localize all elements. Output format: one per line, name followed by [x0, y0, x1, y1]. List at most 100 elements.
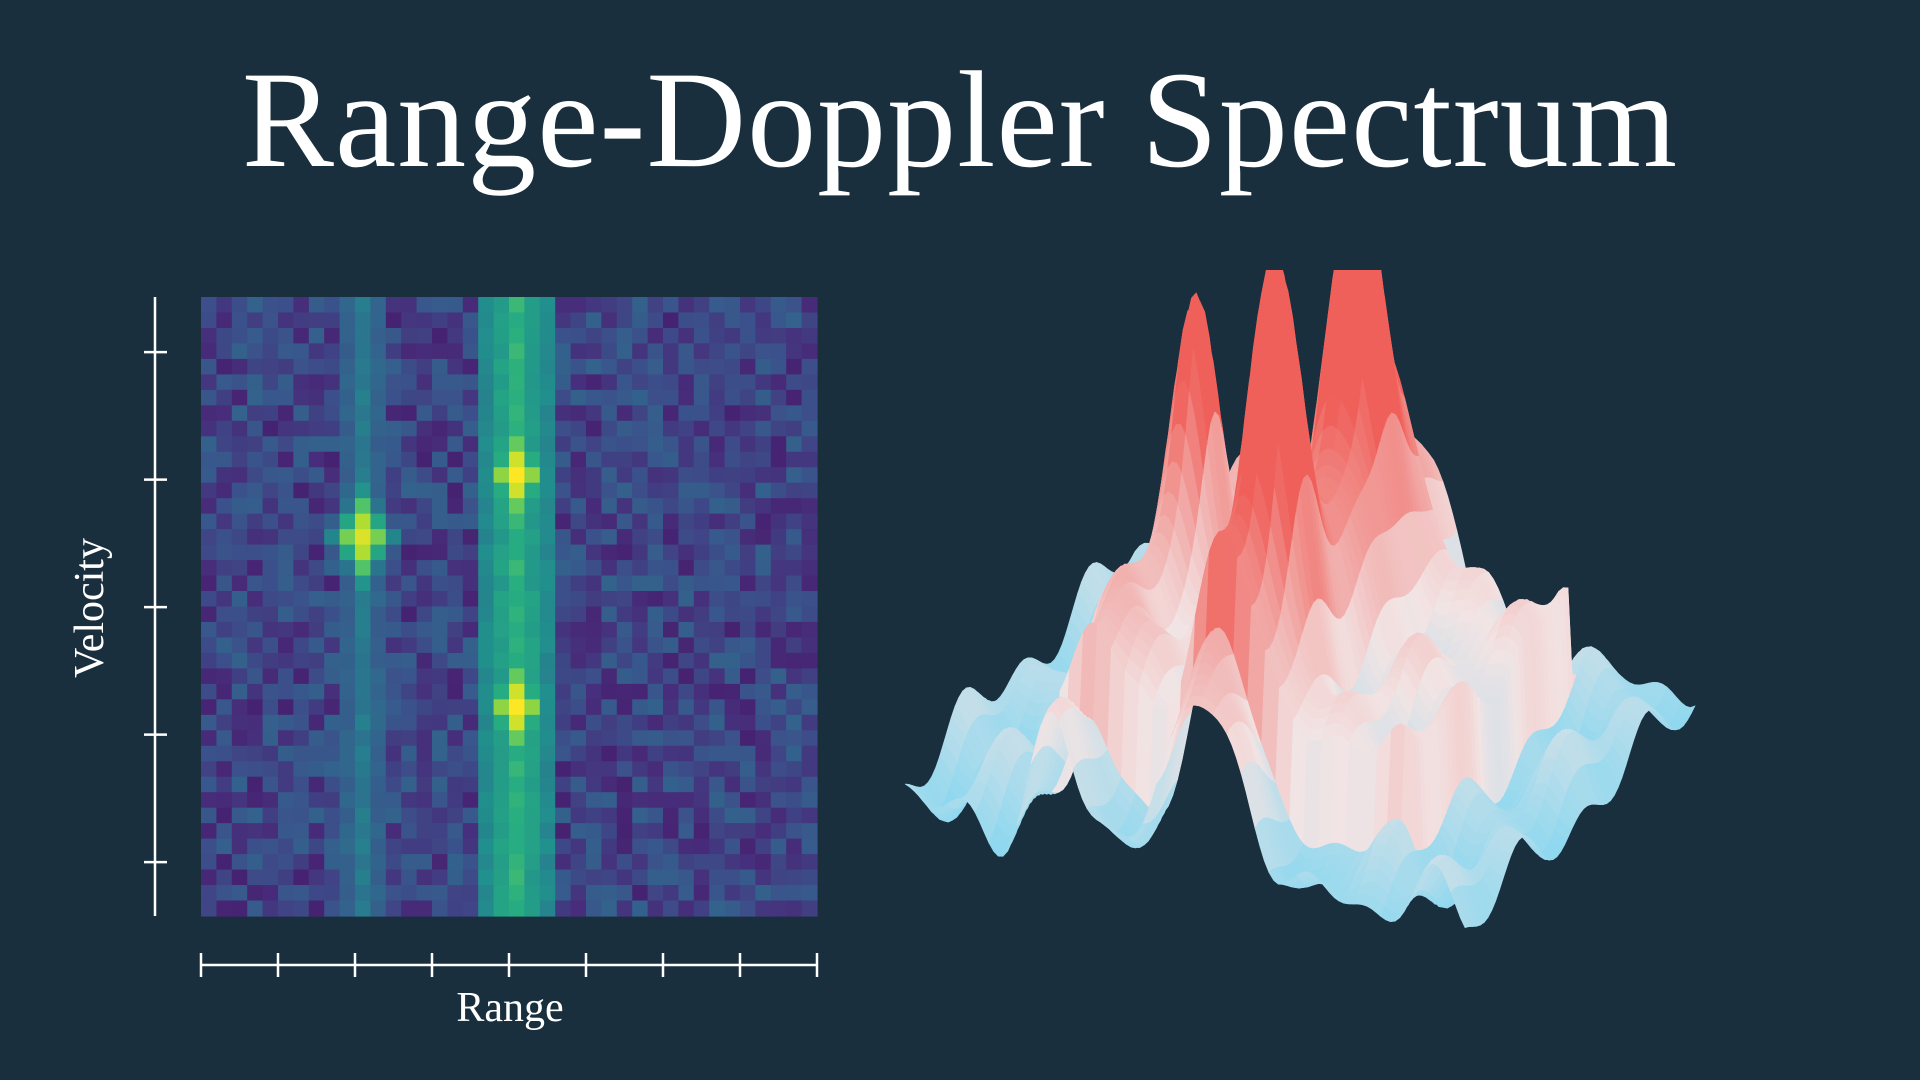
heatmap-cell: [586, 745, 602, 762]
heatmap-cell: [740, 529, 756, 546]
heatmap-cell: [478, 745, 495, 762]
heatmap-cell: [262, 745, 279, 762]
heatmap-cell: [416, 436, 433, 453]
heatmap-cell: [432, 436, 448, 453]
heatmap-cell: [801, 885, 818, 902]
heatmap-cell: [601, 560, 618, 577]
heatmap-cell: [308, 885, 325, 902]
heatmap-cell: [339, 560, 356, 577]
heatmap-cell: [324, 374, 341, 391]
heatmap-cell: [339, 807, 356, 824]
heatmap-cell: [586, 838, 602, 855]
heatmap-cell: [570, 699, 587, 716]
heatmap-cell: [632, 714, 649, 731]
heatmap-cell: [509, 374, 525, 391]
heatmap-cell: [416, 900, 433, 917]
heatmap-cell: [416, 420, 433, 437]
heatmap-cell: [586, 668, 602, 685]
heatmap-cell: [570, 854, 587, 871]
heatmap-cell: [247, 823, 264, 840]
heatmap-cell: [370, 714, 387, 731]
heatmap-cell: [586, 621, 602, 639]
heatmap-cell: [370, 854, 387, 871]
heatmap-cell: [601, 745, 618, 762]
heatmap-cell: [401, 838, 418, 855]
heatmap-cell: [647, 560, 664, 577]
heatmap-cell: [216, 885, 233, 902]
heatmap-cell: [709, 544, 726, 561]
heatmap-cell: [432, 885, 448, 902]
heatmap-cell: [308, 327, 325, 345]
heatmap-cell: [755, 436, 772, 453]
heatmap-cell: [801, 560, 818, 577]
heatmap-cell: [539, 467, 556, 484]
heatmap-cell: [355, 621, 371, 639]
heatmap-cell: [647, 498, 664, 515]
heatmap-cell: [432, 529, 448, 546]
heatmap-cell: [801, 312, 818, 329]
heatmap-cell: [308, 529, 325, 546]
heatmap-cell: [555, 389, 572, 406]
heatmap-cell: [278, 374, 294, 391]
heatmap-cell: [632, 575, 649, 592]
heatmap-cell: [740, 389, 756, 406]
heatmap-cell: [493, 838, 510, 855]
heatmap-cell: [416, 776, 433, 793]
heatmap-cell: [401, 668, 418, 685]
heatmap-cell: [570, 389, 587, 406]
heatmap-cell: [693, 544, 710, 561]
surface-mesh: [904, 270, 1696, 929]
heatmap-cell: [308, 498, 325, 515]
heatmap-cell: [308, 544, 325, 561]
heatmap-cell: [601, 606, 618, 623]
heatmap-cell: [447, 327, 464, 345]
heatmap-cell: [339, 374, 356, 391]
heatmap-cell: [201, 761, 217, 778]
heatmap-cell: [709, 297, 726, 314]
heatmap-cell: [493, 745, 510, 762]
heatmap-cell: [308, 637, 325, 654]
heatmap-cell: [447, 668, 464, 685]
heatmap-cell: [432, 699, 448, 716]
heatmap-cell: [324, 869, 341, 886]
heatmap-cell: [755, 513, 772, 530]
heatmap-cell: [401, 885, 418, 902]
heatmap-cell: [770, 683, 787, 700]
heatmap-cell: [586, 420, 602, 437]
heatmap-cell: [693, 420, 710, 437]
heatmap-cell: [385, 389, 402, 406]
heatmap-cell: [786, 513, 803, 530]
heatmap-cell: [524, 343, 541, 360]
heatmap-cell: [462, 683, 479, 700]
heatmap-cell: [201, 529, 217, 546]
heatmap-cell: [539, 498, 556, 515]
heatmap-cell: [632, 699, 649, 716]
heatmap-cell: [570, 823, 587, 840]
heatmap-cell: [770, 699, 787, 716]
heatmap-cell: [370, 652, 387, 669]
heatmap-cell: [632, 327, 649, 345]
heatmap-cell: [678, 513, 695, 530]
heatmap-cell: [539, 621, 556, 639]
heatmap-cell: [493, 343, 510, 360]
heatmap-cell: [586, 761, 602, 778]
heatmap-cell: [555, 544, 572, 561]
heatmap-cell: [278, 343, 294, 360]
heatmap-cell: [278, 544, 294, 561]
heatmap-cell: [478, 637, 495, 654]
heatmap-cell: [524, 560, 541, 577]
heatmap-cell: [278, 745, 294, 762]
heatmap-cell: [770, 807, 787, 824]
heatmap-cell: [401, 730, 418, 747]
heatmap-cell: [724, 513, 741, 530]
heatmap-cell: [355, 838, 371, 855]
heatmap-cell: [755, 451, 772, 468]
heatmap-cell: [709, 745, 726, 762]
heatmap-cell: [770, 498, 787, 515]
heatmap-cell: [570, 343, 587, 360]
heatmap-cell: [385, 637, 402, 654]
heatmap-cell: [478, 467, 495, 484]
heatmap-cell: [724, 405, 741, 422]
heatmap-cell: [493, 498, 510, 515]
heatmap-cell: [308, 776, 325, 793]
